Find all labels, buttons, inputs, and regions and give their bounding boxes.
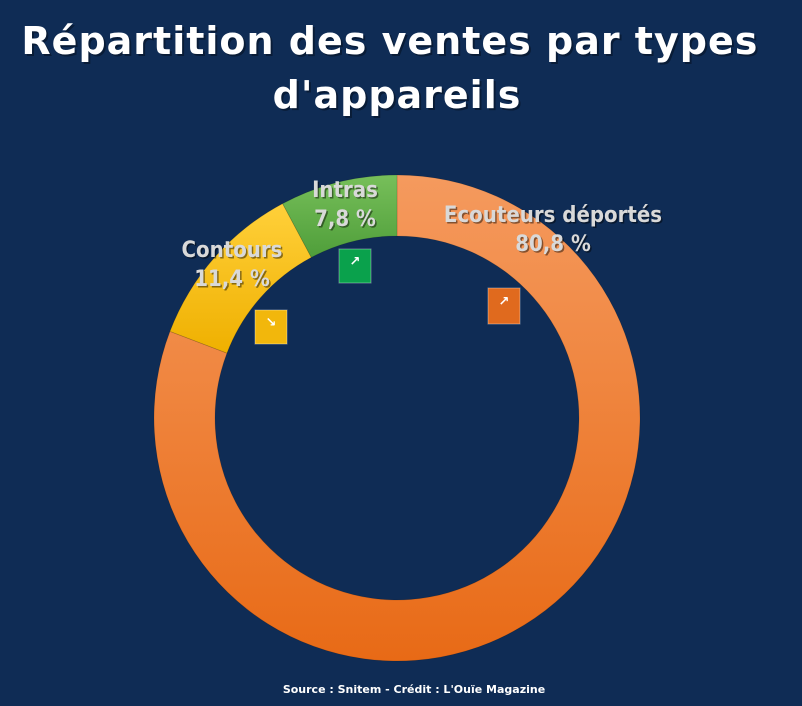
chart-title-shadow: Répartition des ventes par types d'appar… — [23, 21, 774, 119]
trend-badge-up: ↗ — [487, 287, 521, 325]
slice-value: 7,8 % — [314, 207, 376, 232]
slice-value-shadow: 80,8 % — [517, 234, 593, 259]
slice-label-shadow: Contours — [183, 240, 284, 265]
chart-title: Répartition des ventes par types d'appar… — [21, 19, 772, 117]
arrow-up-right-icon: ↗ — [350, 255, 361, 270]
slice-value: 11,4 % — [194, 267, 270, 292]
slice-label: Ecouteurs déportés — [444, 203, 662, 228]
donut-slice-contours — [169, 203, 312, 354]
donut-slices — [153, 174, 641, 662]
trend-badge-down: ↘ — [254, 309, 288, 345]
slice-label: Contours — [182, 238, 283, 263]
slice-value-shadow: 11,4 % — [196, 269, 272, 294]
donut-slice-intras — [282, 174, 398, 258]
slice-label-shadow: Intras — [314, 180, 380, 205]
donut-slice-ecouteurs-d-port-s — [153, 174, 641, 662]
trend-badge-box — [487, 287, 521, 325]
source-note: Source : Snitem - Crédit : L'Ouïe Magazi… — [283, 683, 545, 696]
trend-badge-box — [254, 309, 288, 345]
trend-badges: ↗ ↘ ↗ — [254, 248, 521, 345]
slice-value: 80,8 % — [515, 232, 591, 257]
trend-badge-up: ↗ — [338, 248, 372, 284]
slice-value-shadow: 7,8 % — [316, 209, 378, 234]
arrow-down-right-icon: ↘ — [266, 316, 277, 331]
slice-label: Intras — [312, 178, 378, 203]
trend-badge-box — [338, 248, 372, 284]
slice-label-shadow: Ecouteurs déportés — [445, 205, 663, 230]
arrow-up-right-icon: ↗ — [499, 295, 510, 310]
